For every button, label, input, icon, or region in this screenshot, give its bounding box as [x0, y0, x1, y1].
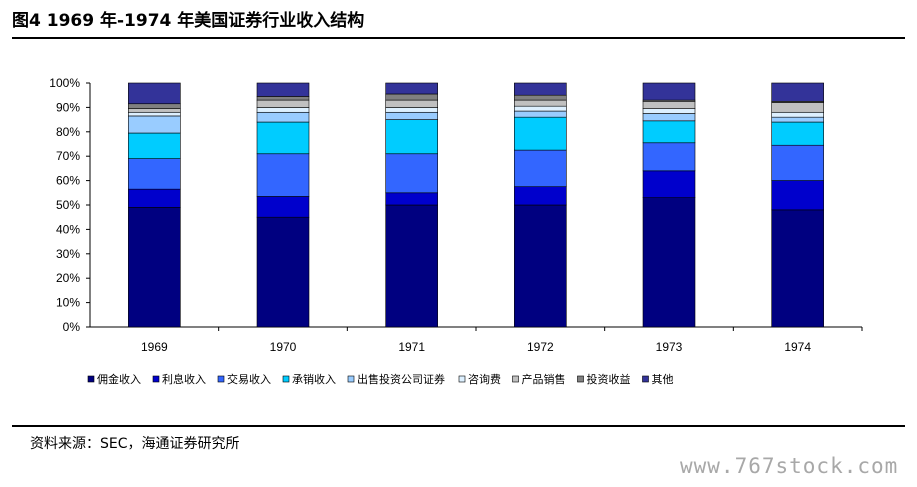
x-tick-label: 1970: [270, 340, 297, 354]
bar-segment: [385, 111, 438, 120]
legend-swatch: [458, 375, 466, 383]
bar-segment: [385, 99, 438, 108]
bar-segment: [642, 101, 696, 109]
y-tick-label: 0%: [63, 320, 81, 334]
bar-segment: [128, 207, 181, 328]
legend-label: 佣金收入: [97, 372, 141, 386]
legend-label: 承销收入: [292, 372, 336, 386]
bar-segment: [385, 204, 438, 328]
source-note: 资料来源：SEC，海通证券研究所: [30, 436, 240, 452]
bar-segment: [771, 144, 824, 181]
bar-segment: [642, 113, 696, 122]
x-tick-label: 1972: [527, 340, 554, 354]
bar-segment: [128, 158, 181, 190]
bar-segment: [771, 102, 824, 113]
bar-segment: [256, 216, 310, 328]
legend-label: 咨询费: [468, 372, 501, 386]
legend-label: 产品销售: [522, 372, 566, 386]
bar-segment: [771, 209, 824, 328]
bar-segment: [256, 107, 310, 113]
bar-segment: [385, 82, 438, 95]
bar-segment: [385, 192, 438, 206]
bar-segment: [128, 108, 181, 113]
y-tick-label: 50%: [56, 198, 80, 212]
bar-segment: [128, 82, 181, 105]
x-tick-label: 1971: [398, 340, 425, 354]
bar-segment: [514, 82, 567, 96]
legend-swatch: [217, 375, 225, 383]
bar-segment: [642, 197, 696, 328]
y-tick-label: 70%: [56, 149, 80, 163]
bar-segment: [642, 82, 696, 101]
x-tick-label: 1973: [656, 340, 683, 354]
bar-segment: [514, 204, 567, 328]
bar-segment: [128, 103, 181, 109]
footer-rule: [12, 425, 905, 427]
bar-segment: [128, 132, 181, 159]
watermark: www.767stock.com: [680, 454, 899, 478]
bar-segment: [514, 116, 567, 151]
y-tick-label: 60%: [56, 174, 80, 188]
bar-segment: [771, 180, 824, 211]
bar-segment: [256, 121, 310, 155]
bar-segment: [128, 188, 181, 208]
bar-segment: [514, 110, 567, 118]
bar-segment: [642, 108, 696, 114]
bar-segment: [771, 116, 824, 123]
bar-segment: [642, 170, 696, 198]
legend-label: 利息收入: [162, 372, 206, 386]
legend-swatch: [577, 375, 584, 383]
legend-swatch: [347, 375, 355, 383]
bar-segment: [256, 111, 310, 123]
y-tick-label: 80%: [56, 125, 80, 139]
bar-segment: [256, 96, 310, 101]
bar-segment: [256, 196, 310, 218]
bar-segment: [514, 186, 567, 206]
bar-segment: [514, 99, 567, 107]
bar-segment: [385, 119, 438, 155]
legend-label: 交易收入: [227, 372, 271, 386]
y-tick-label: 30%: [56, 247, 80, 261]
legend-swatch: [87, 375, 95, 383]
bar-segment: [514, 105, 567, 112]
x-tick-label: 1969: [141, 340, 168, 354]
bar-segment: [128, 111, 181, 117]
legend-swatch: [282, 375, 290, 383]
bar-segment: [642, 120, 696, 144]
chart-title: 图4 1969 年-1974 年美国证券行业收入结构: [12, 11, 365, 31]
y-tick-label: 90%: [56, 100, 80, 114]
bar-segment: [771, 111, 824, 118]
bar-segment: [514, 94, 567, 101]
legend-label: 出售投资公司证券: [357, 372, 445, 386]
legend-swatch: [642, 375, 649, 383]
y-tick-label: 100%: [49, 76, 80, 90]
title-rule: [12, 37, 905, 39]
legend-swatch: [152, 375, 160, 383]
bar-segment: [128, 115, 181, 134]
y-tick-label: 20%: [56, 271, 80, 285]
y-tick-label: 40%: [56, 222, 80, 236]
x-tick-label: 1974: [784, 340, 811, 354]
legend-label: 其他: [652, 373, 674, 386]
legend-label: 投资收益: [587, 372, 631, 386]
bar-segment: [642, 142, 696, 172]
bar-segment: [256, 99, 310, 108]
y-tick-label: 10%: [56, 296, 80, 310]
legend-swatch: [512, 375, 519, 383]
bar-segment: [385, 107, 438, 113]
bar-segment: [771, 121, 824, 146]
bar-segment: [256, 82, 310, 97]
bar-segment: [385, 153, 438, 194]
bar-segment: [514, 149, 567, 188]
bar-segment: [771, 82, 824, 102]
bar-segment: [256, 153, 310, 197]
bar-segment: [385, 93, 438, 101]
